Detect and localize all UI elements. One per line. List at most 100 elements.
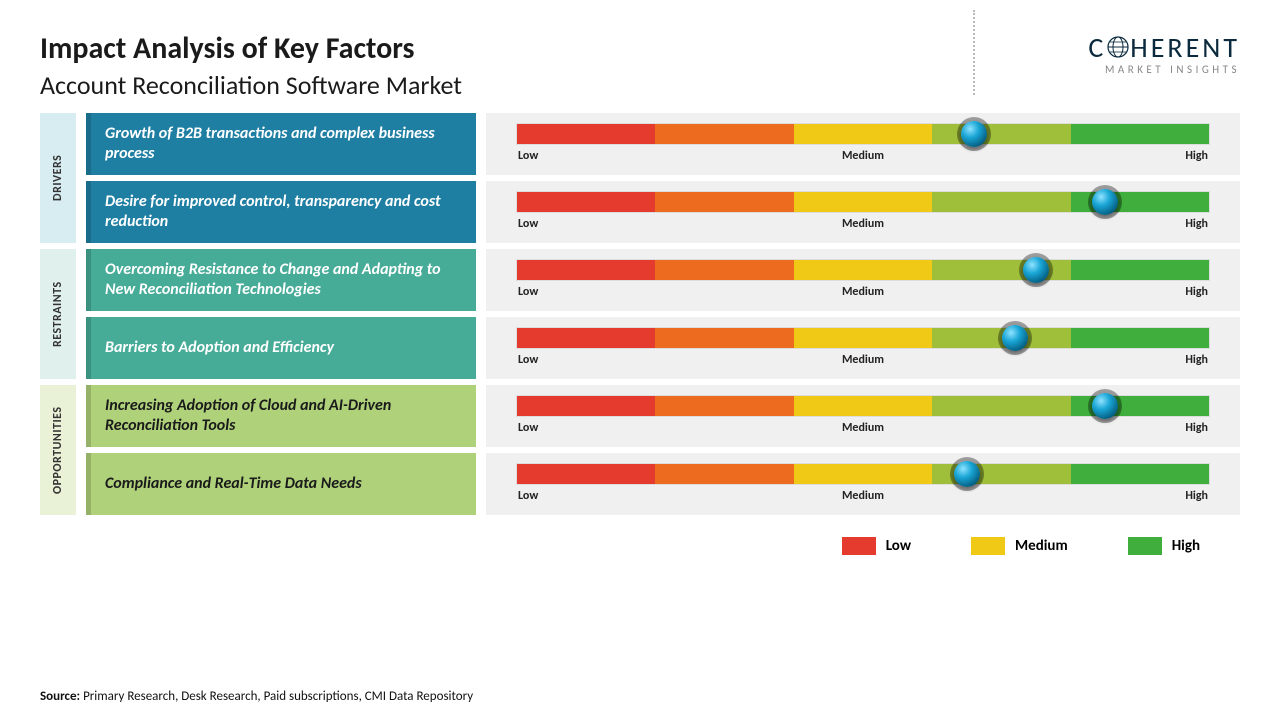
brand-post: HERENT [1130,30,1240,65]
legend-swatch [842,537,876,555]
impact-track [516,395,1210,417]
factor-label: Desire for improved control, transparenc… [86,181,476,243]
impact-bar-cell: Low Medium High [486,113,1240,175]
impact-bar-cell: Low Medium High [486,453,1240,515]
category-tab: RESTRAINTS [40,249,76,379]
factor-grid: DRIVERS Growth of B2B transactions and co… [40,113,1240,515]
page-root: Impact Analysis of Key Factors Account R… [0,0,1280,720]
gradient-segment [517,124,655,144]
gradient-segment [517,192,655,212]
brand-logo: CHERENT MARKET INSIGHTS [1088,30,1240,76]
gradient-segment [932,260,1070,280]
scale-labels: Low Medium High [516,149,1210,163]
gradient-segment [517,464,655,484]
header: Impact Analysis of Key Factors Account R… [40,30,1240,101]
globe-icon [1106,30,1130,65]
gradient-segment [932,192,1070,212]
scale-labels: Low Medium High [516,489,1210,503]
scale-high: High [1185,489,1208,503]
gradient-segment [655,192,793,212]
legend-item: High [1128,537,1200,555]
scale-labels: LowMediumHigh [516,353,1210,367]
factor-label: Growth of B2B transactions and complex b… [86,113,476,175]
scale-labels: Low Medium High [516,217,1210,231]
gradient-segment [794,464,932,484]
legend-item: Medium [971,537,1068,555]
gradient-segment [655,124,793,144]
legend-swatch [971,537,1005,555]
scale-high: High [1185,353,1208,367]
gradient-segment [655,396,793,416]
scale-low: Low [518,489,538,503]
impact-track [516,463,1210,485]
page-subtitle: Account Reconciliation Software Market [40,69,462,101]
scale-mid: Medium [842,217,884,231]
scale-high: High [1185,149,1208,163]
scale-low: Low [518,285,538,299]
impact-bar-cell: LowMediumHigh [486,249,1240,311]
scale-mid: Medium [842,489,884,503]
factor-label: Barriers to Adoption and Efficiency [86,317,476,379]
scale-mid: Medium [842,353,884,367]
gradient-segment [794,260,932,280]
factor-label: Compliance and Real-Time Data Needs [86,453,476,515]
gradient-segment [655,260,793,280]
gradient-segment [655,328,793,348]
brand-pre: C [1088,30,1106,65]
scale-high: High [1185,421,1208,435]
impact-track [516,259,1210,281]
scale-low: Low [518,421,538,435]
gradient-segment [794,192,932,212]
gradient-segment [1071,464,1209,484]
legend: Low Medium High [40,537,1240,555]
impact-knob [1092,189,1118,215]
gradient-segment [655,464,793,484]
impact-knob [954,461,980,487]
scale-labels: LowMediumHigh [516,285,1210,299]
gradient-segment [794,124,932,144]
scale-high: High [1185,217,1208,231]
page-title: Impact Analysis of Key Factors [40,30,462,67]
legend-label: High [1172,537,1200,555]
impact-track [516,191,1210,213]
category-tab: OPPORTUNITIES [40,385,76,515]
scale-mid: Medium [842,285,884,299]
gradient-segment [517,396,655,416]
impact-bar-cell: Low Medium High [486,181,1240,243]
gradient-segment [1071,124,1209,144]
header-divider [973,10,975,95]
impact-knob [1092,393,1118,419]
gradient-segment [517,260,655,280]
scale-mid: Medium [842,421,884,435]
source-label: Source: [40,689,80,704]
impact-bar-cell: LowMediumHigh [486,317,1240,379]
category-tab: DRIVERS [40,113,76,243]
source-text: Primary Research, Desk Research, Paid su… [80,689,473,704]
gradient-segment [517,328,655,348]
impact-knob [1023,257,1049,283]
impact-track [516,123,1210,145]
impact-knob [961,121,987,147]
scale-mid: Medium [842,149,884,163]
impact-track [516,327,1210,349]
impact-knob [1002,325,1028,351]
legend-label: Low [886,537,911,555]
legend-item: Low [842,537,911,555]
gradient-segment [794,396,932,416]
gradient-segment [932,396,1070,416]
factor-label: Increasing Adoption of Cloud and AI-Driv… [86,385,476,447]
scale-low: Low [518,217,538,231]
legend-swatch [1128,537,1162,555]
scale-labels: Low Medium High [516,421,1210,435]
source-line: Source: Primary Research, Desk Research,… [40,689,473,704]
title-block: Impact Analysis of Key Factors Account R… [40,30,462,101]
scale-low: Low [518,149,538,163]
brand-name: C HERENT [1088,30,1240,65]
gradient-segment [1071,260,1209,280]
gradient-segment [794,328,932,348]
factor-label: Overcoming Resistance to Change and Adap… [86,249,476,311]
gradient-segment [932,124,1070,144]
legend-label: Medium [1015,537,1068,555]
gradient-segment [1071,328,1209,348]
impact-bar-cell: Low Medium High [486,385,1240,447]
